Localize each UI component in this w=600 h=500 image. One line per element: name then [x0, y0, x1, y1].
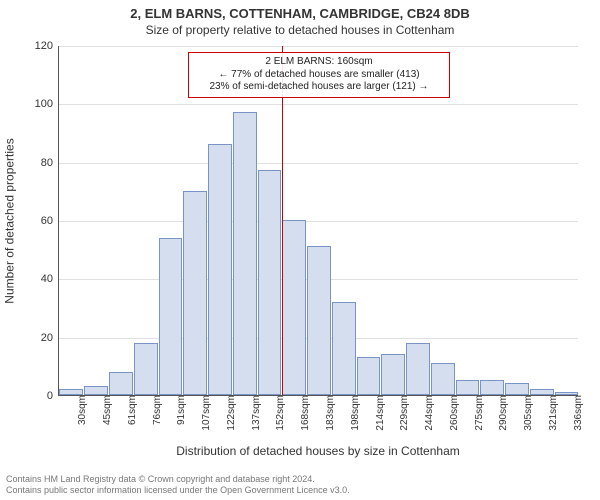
callout-box: 2 ELM BARNS: 160sqm ← 77% of detached ho… [188, 52, 450, 98]
y-tick-label: 20 [41, 332, 59, 344]
y-tick-label: 60 [41, 215, 59, 227]
x-tick-label: 229sqm [396, 395, 410, 431]
y-tick-label: 100 [35, 98, 59, 110]
y-axis-label: Number of detached properties [3, 138, 17, 303]
plot-area: 2 ELM BARNS: 160sqm ← 77% of detached ho… [58, 46, 578, 396]
attribution-line-2: Contains public sector information licen… [6, 485, 350, 496]
marker-line [282, 46, 283, 395]
x-tick-label: 91sqm [173, 395, 187, 425]
x-tick-label: 305sqm [520, 395, 534, 431]
attribution-block: Contains HM Land Registry data © Crown c… [6, 474, 350, 496]
callout-line-1: 2 ELM BARNS: 160sqm [195, 56, 443, 69]
y-tick-label: 0 [47, 390, 59, 402]
attribution-line-1: Contains HM Land Registry data © Crown c… [6, 474, 350, 485]
x-tick-label: 168sqm [297, 395, 311, 431]
x-tick-label: 61sqm [124, 395, 138, 425]
y-tick-label: 80 [41, 157, 59, 169]
x-tick-label: 45sqm [99, 395, 113, 425]
callout-line-3: 23% of semi-detached houses are larger (… [195, 81, 443, 94]
x-tick-label: 76sqm [149, 395, 163, 425]
overlay-layer: 2 ELM BARNS: 160sqm ← 77% of detached ho… [59, 46, 578, 395]
y-tick-label: 40 [41, 273, 59, 285]
x-axis-label: Distribution of detached houses by size … [58, 444, 578, 458]
x-tick-label: 244sqm [421, 395, 435, 431]
y-tick-label: 120 [35, 40, 59, 52]
x-tick-label: 260sqm [446, 395, 460, 431]
x-tick-label: 107sqm [198, 395, 212, 431]
x-tick-label: 183sqm [322, 395, 336, 431]
x-tick-label: 290sqm [495, 395, 509, 431]
page-subtitle: Size of property relative to detached ho… [0, 21, 600, 37]
x-tick-label: 336sqm [570, 395, 584, 431]
x-tick-label: 275sqm [471, 395, 485, 431]
x-tick-label: 198sqm [347, 395, 361, 431]
page-root: 2, ELM BARNS, COTTENHAM, CAMBRIDGE, CB24… [0, 0, 600, 500]
chart-area: 2 ELM BARNS: 160sqm ← 77% of detached ho… [58, 46, 578, 396]
x-tick-label: 137sqm [248, 395, 262, 431]
x-tick-label: 321sqm [545, 395, 559, 431]
x-tick-label: 122sqm [223, 395, 237, 431]
callout-line-2: ← 77% of detached houses are smaller (41… [195, 69, 443, 82]
x-tick-label: 214sqm [372, 395, 386, 431]
x-tick-label: 30sqm [74, 395, 88, 425]
page-title: 2, ELM BARNS, COTTENHAM, CAMBRIDGE, CB24… [0, 0, 600, 21]
x-tick-label: 152sqm [272, 395, 286, 431]
y-axis-label-wrap: Number of detached properties [2, 46, 18, 396]
